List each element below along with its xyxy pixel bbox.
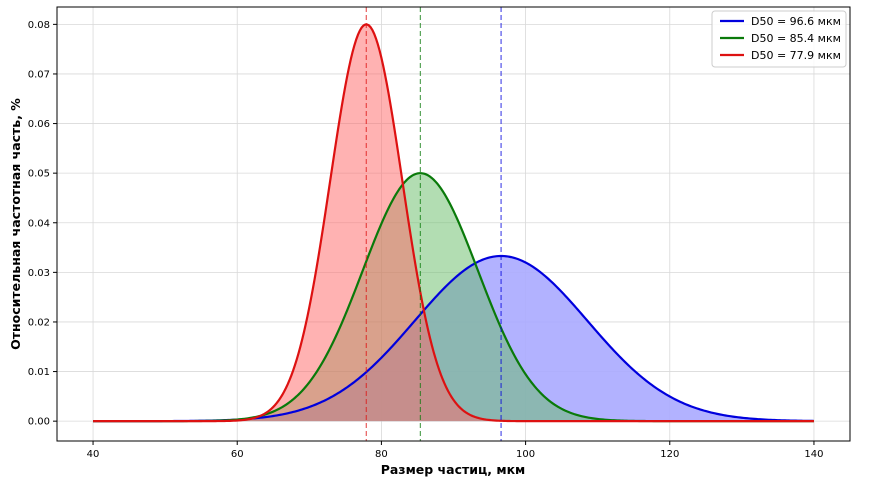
legend-label-0: D50 = 96.6 мкм xyxy=(751,15,841,28)
x-axis-title: Размер частиц, мкм xyxy=(381,462,526,477)
legend-items: D50 = 96.6 мкм D50 = 85.4 мкм D50 = 77.9 м… xyxy=(720,15,841,62)
x-tick-label: 80 xyxy=(375,449,388,460)
axis-ticks: 40 60 80 100 120 140 0.00 0.01 0.02 0.03 0.04 0.05 0… xyxy=(28,20,824,460)
series-line-2 xyxy=(93,23,814,423)
legend-label-1: D50 = 85.4 мкм xyxy=(751,32,841,45)
y-tick-label: 0.04 xyxy=(28,218,50,229)
y-tick-label: 0.08 xyxy=(28,20,50,31)
series-fills xyxy=(93,24,814,422)
y-tick-label: 0.01 xyxy=(28,367,50,378)
y-tick-label: 0.07 xyxy=(28,69,50,80)
d50-markers xyxy=(365,7,502,441)
y-tick-label: 0.00 xyxy=(28,417,50,428)
legend: D50 = 96.6 мкм D50 = 85.4 мкм D50 = 77.9 м… xyxy=(711,10,847,68)
x-tick-label: 40 xyxy=(87,449,100,460)
x-tick-label: 60 xyxy=(231,449,244,460)
legend-box xyxy=(711,10,847,68)
y-tick-label: 0.03 xyxy=(28,268,50,279)
y-axis-title: Относительная частотная часть, % xyxy=(8,98,23,350)
x-tick-label: 100 xyxy=(516,449,535,460)
legend-label-2: D50 = 77.9 мкм xyxy=(751,49,841,62)
y-tick-label: 0.02 xyxy=(28,317,50,328)
y-tick-label: 0.06 xyxy=(28,119,50,130)
plot-frame xyxy=(56,6,851,442)
x-tick-label: 120 xyxy=(660,449,679,460)
series-lines xyxy=(93,23,814,423)
x-tick-label: 140 xyxy=(804,449,823,460)
y-tick-label: 0.05 xyxy=(28,169,50,180)
grid xyxy=(57,7,850,441)
series-area-1 xyxy=(93,173,814,422)
